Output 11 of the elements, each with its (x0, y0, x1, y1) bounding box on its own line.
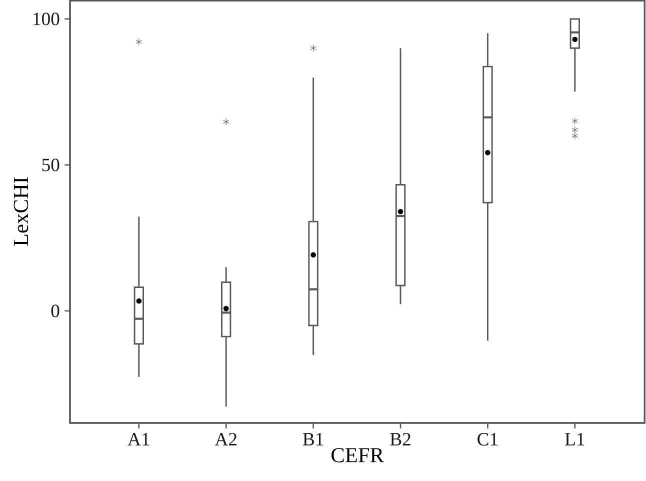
y-tick-label: 100 (34, 12, 60, 26)
x-tick-label: A2 (214, 433, 236, 446)
x-tick-label: C1 (478, 433, 498, 446)
x-tick-label: A1 (128, 433, 150, 446)
y-axis-title: LexCHI (14, 177, 28, 246)
x-tick-label: L1 (565, 433, 584, 446)
y-tick-label: 50 (42, 158, 60, 172)
y-tick-label: 0 (51, 304, 60, 318)
x-axis-title: CEFR (332, 448, 384, 462)
x-tick-label: B1 (302, 433, 324, 446)
x-tick-label: B2 (390, 433, 410, 446)
